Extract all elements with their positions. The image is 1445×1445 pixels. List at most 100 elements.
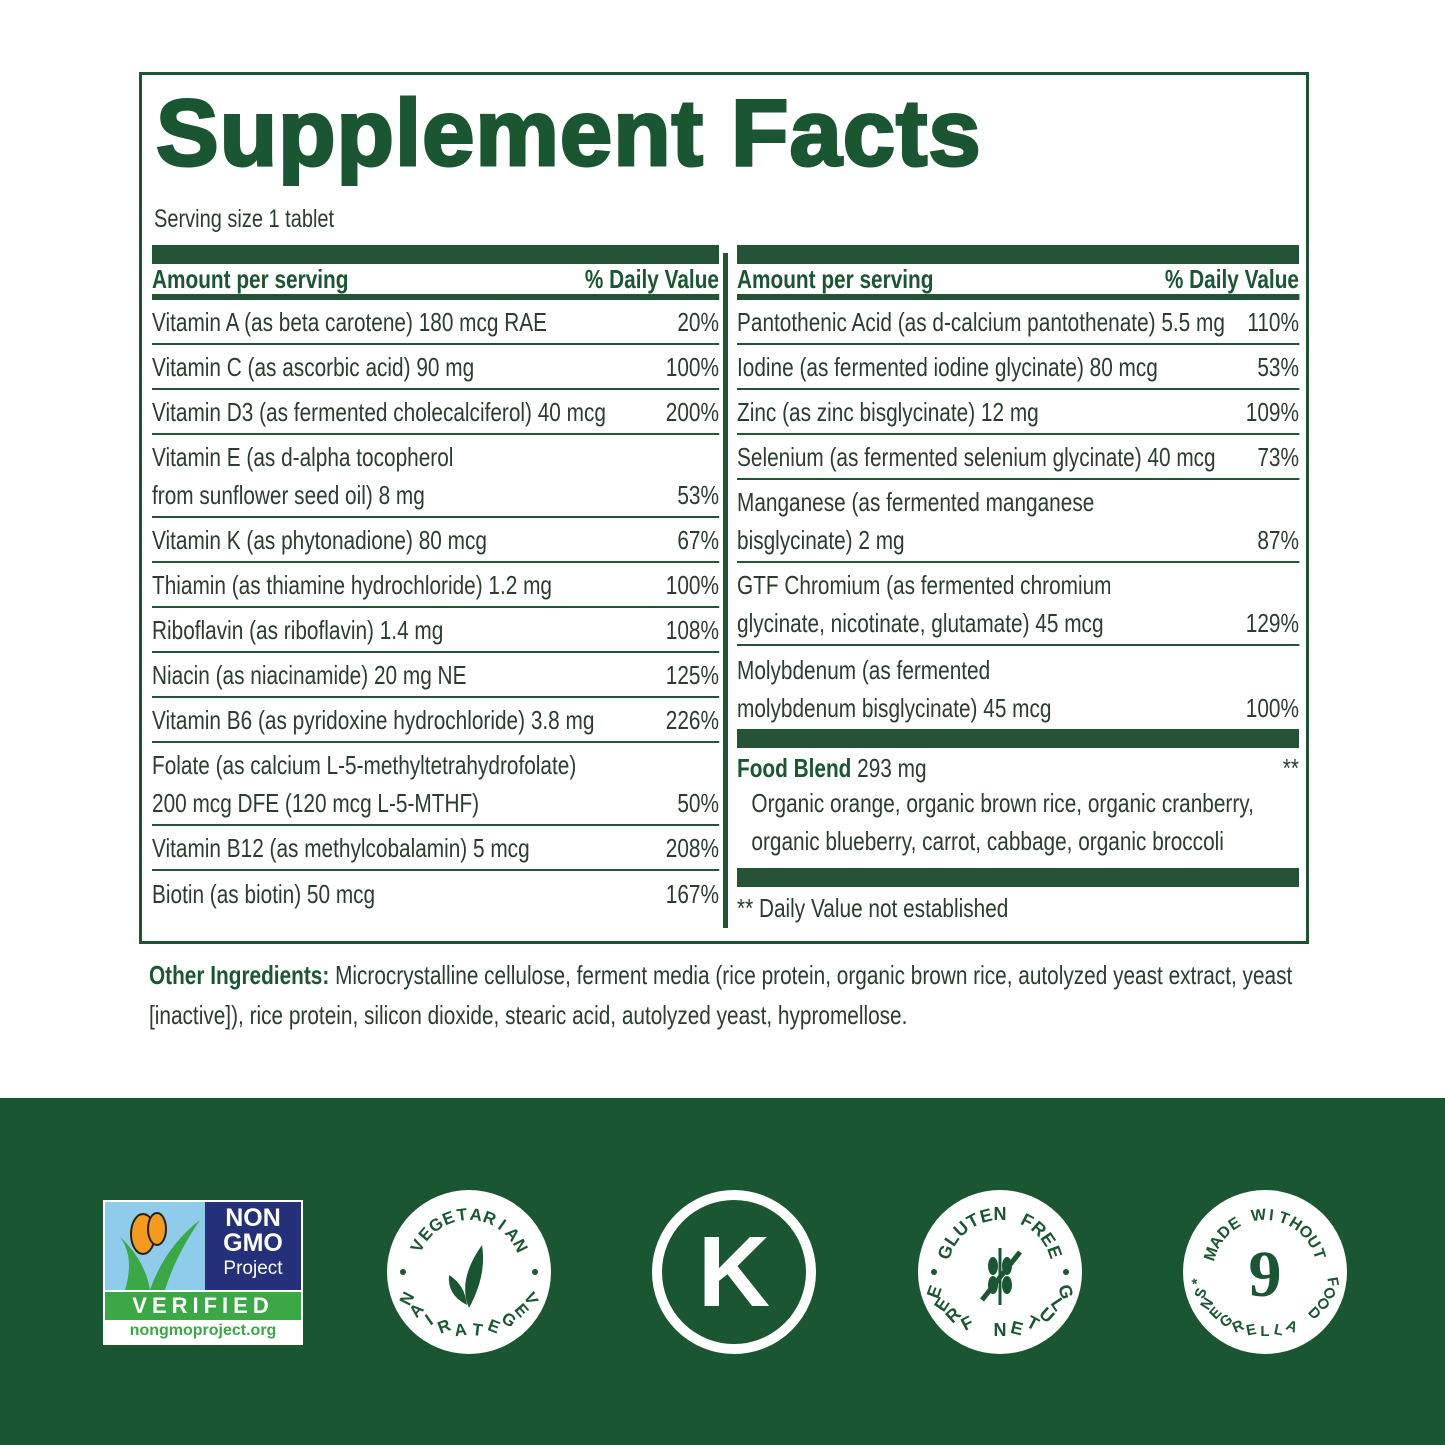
arc-letter: E <box>485 1316 502 1338</box>
arc-letter: N <box>994 1204 1007 1224</box>
nutrient-row: Zinc (as zinc bisglycinate) 12 mg 109% <box>737 390 1299 435</box>
nutrient-row: Selenium (as fermented selenium glycinat… <box>737 435 1299 480</box>
ngmo-verified: VERIFIED <box>105 1292 301 1320</box>
nutrient-name: Selenium (as fermented selenium glycinat… <box>737 441 1216 472</box>
nutrient-name: Vitamin A (as beta carotene) 180 mcg RAE <box>152 306 548 337</box>
kosher-k: K <box>697 1215 771 1328</box>
left-column: Amount per serving % Daily Value Vitamin… <box>152 245 719 916</box>
nutrient-row: Pantothenic Acid (as d-calcium pantothen… <box>737 300 1299 345</box>
nutrient-name: Niacin (as niacinamide) 20 mg NE <box>152 659 467 690</box>
nutrient-dv: 73% <box>1257 441 1299 472</box>
ngmo-url: nongmoproject.org <box>129 1322 277 1339</box>
column-header: Amount per serving % Daily Value <box>737 264 1299 300</box>
nutrient-row: GTF Chromium (as fermented chromium glyc… <box>737 563 1299 646</box>
nutrient-row: Vitamin D3 (as fermented cholecalciferol… <box>152 390 719 435</box>
thick-rule <box>737 868 1299 887</box>
nutrient-row: Iodine (as fermented iodine glycinate) 8… <box>737 345 1299 390</box>
arc-letter: T <box>471 1320 484 1340</box>
nutrient-row: Biotin (as biotin) 50 mcg 167% <box>152 871 719 916</box>
nutrient-dv: 67% <box>677 524 719 555</box>
nutrient-row: Manganese (as fermented manganese bisgly… <box>737 480 1299 563</box>
amount-header: Amount per serving <box>737 263 934 294</box>
nutrient-row: Vitamin C (as ascorbic acid) 90 mg 100% <box>152 345 719 390</box>
nutrient-dv: 100% <box>1245 693 1299 723</box>
ngmo-gmo: GMO <box>223 1229 283 1257</box>
nutrient-dv: 110% <box>1247 306 1299 337</box>
nutrient-name: Pantothenic Acid (as d-calcium pantothen… <box>737 306 1225 337</box>
nutrient-row: Thiamin (as thiamine hydrochloride) 1.2 … <box>152 563 719 608</box>
arc-letter: L <box>1260 1323 1269 1340</box>
column-divider <box>723 253 728 928</box>
food-blend-label: Food Blend <box>737 753 852 783</box>
nutrient-name: Vitamin B12 (as methylcobalamin) 5 mcg <box>152 832 530 863</box>
nutrient-dv: 226% <box>665 704 719 735</box>
column-header: Amount per serving % Daily Value <box>152 264 719 300</box>
nutrient-name: Vitamin C (as ascorbic acid) 90 mg <box>152 351 475 382</box>
nutrient-row: Folate (as calcium L-5-methyltetrahydrof… <box>152 743 719 826</box>
arc-letter: T <box>456 1205 469 1225</box>
dv-header: % Daily Value <box>584 263 719 294</box>
serving-size: Serving size 1 tablet <box>154 205 335 233</box>
arc-letter: L <box>1273 1321 1285 1339</box>
nutrient-name: Iodine (as fermented iodine glycinate) 8… <box>737 351 1158 382</box>
nutrient-row: Molybdenum (as fermented molybdenum bisg… <box>737 646 1299 729</box>
arc-letter: N <box>994 1320 1007 1340</box>
arc-letter: G <box>1054 1282 1078 1302</box>
allergen-number: 9 <box>1249 1238 1282 1311</box>
nutrient-name: Manganese (as fermented manganese bisgly… <box>737 487 1095 555</box>
nutrient-dv: 50% <box>677 788 719 818</box>
footnote: ** Daily Value not established <box>737 893 1009 923</box>
nutrient-dv: 108% <box>665 614 719 645</box>
nutrient-name: Thiamin (as thiamine hydrochloride) 1.2 … <box>152 569 552 600</box>
other-ingredients: Other Ingredients: Microcrystalline cell… <box>149 955 1309 1035</box>
nutrient-name: Vitamin E (as d-alpha tocopherol from su… <box>152 442 454 510</box>
non-gmo-badge: NON GMO Project VERIFIED nongmoproject.o… <box>103 1200 303 1345</box>
food-blend-amount: 293 mg <box>851 753 927 783</box>
other-ingredients-label: Other Ingredients: <box>149 960 330 990</box>
arc-letter: W <box>1250 1206 1268 1225</box>
arc-letter: A <box>453 1320 468 1340</box>
right-column: Amount per serving % Daily Value Pantoth… <box>737 245 1299 924</box>
nutrient-name: Biotin (as biotin) 50 mcg <box>152 878 376 909</box>
food-blend: Food Blend 293 mg ** Organic orange, orga… <box>737 748 1299 868</box>
nutrient-dv: 125% <box>665 659 719 690</box>
leaf-icon <box>448 1245 484 1308</box>
nutrient-name: Zinc (as zinc bisglycinate) 12 mg <box>737 396 1039 427</box>
nutrient-dv: 109% <box>1245 396 1299 427</box>
arc-letter: E <box>978 1205 994 1227</box>
nutrient-row: Vitamin K (as phytonadione) 80 mcg 67% <box>152 518 719 563</box>
nutrient-dv: 129% <box>1245 608 1299 638</box>
ngmo-project: Project <box>223 1258 283 1279</box>
nutrient-name: Riboflavin (as riboflavin) 1.4 mg <box>152 614 444 645</box>
arc-letter: M <box>1201 1245 1221 1263</box>
supplement-facts-panel: Supplement Facts Serving size 1 tablet A… <box>139 72 1309 944</box>
thick-rule <box>737 245 1299 264</box>
nutrient-name: Molybdenum (as fermented molybdenum bisg… <box>737 655 1052 723</box>
thick-rule <box>152 245 719 264</box>
nutrient-dv: 167% <box>665 878 719 909</box>
arc-letter: R <box>435 1315 453 1337</box>
nutrient-dv: 208% <box>665 832 719 863</box>
ngmo-non: NON <box>225 1204 281 1232</box>
food-blend-dv: ** <box>1282 753 1299 783</box>
arc-letter: R <box>480 1207 498 1229</box>
arc-letter: A <box>469 1205 484 1225</box>
nutrient-dv: 87% <box>1257 525 1299 555</box>
food-blend-description: Organic orange, organic brown rice, orga… <box>751 788 1254 856</box>
kosher-badge: K <box>652 1190 816 1354</box>
arc-letter: I <box>1268 1207 1274 1224</box>
nutrient-row: Niacin (as niacinamide) 20 mg NE 125% <box>152 653 719 698</box>
arc-letter: E <box>1245 1321 1258 1340</box>
nutrient-dv: 200% <box>665 396 719 427</box>
nutrient-row: Vitamin B6 (as pyridoxine hydrochloride)… <box>152 698 719 743</box>
arc-letter: S <box>1191 1286 1210 1301</box>
nutrient-dv: 53% <box>1257 351 1299 382</box>
nutrient-row: Vitamin A (as beta carotene) 180 mcg RAE… <box>152 300 719 345</box>
butterfly-icon <box>105 1202 205 1290</box>
arc-letter: * <box>1189 1277 1207 1286</box>
nutrient-name: Folate (as calcium L-5-methyltetrahydrof… <box>152 750 577 818</box>
nutrient-name: Vitamin B6 (as pyridoxine hydrochloride)… <box>152 704 595 735</box>
